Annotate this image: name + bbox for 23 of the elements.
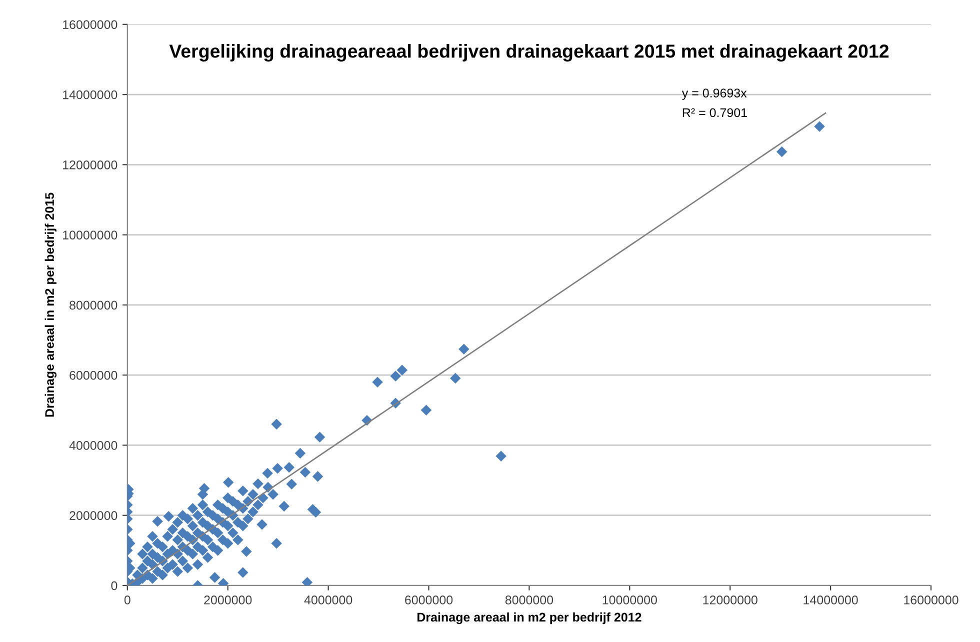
x-tick-label: 2000000 xyxy=(204,596,252,604)
x-tick-label: 6000000 xyxy=(405,596,453,604)
x-tick-label: 12000000 xyxy=(703,596,758,604)
annotation: R² = 0.7901 xyxy=(682,108,747,118)
y-tick-label: 2000000 xyxy=(70,511,118,520)
y-tick-label: 12000000 xyxy=(63,160,118,170)
y-tick-label: 16000000 xyxy=(63,20,118,30)
x-tick-label: 4000000 xyxy=(304,596,352,604)
y-tick-label: 0 xyxy=(111,581,118,590)
y-tick-label: 4000000 xyxy=(69,441,118,450)
y-axis-title: Drainage areaal in m2 per bedrijf 2015 xyxy=(44,192,57,417)
x-tick-label: 8000000 xyxy=(505,596,554,604)
y-tick-label: 8000000 xyxy=(70,300,118,310)
x-tick-label: 0 xyxy=(124,596,130,604)
y-tick-label: 14000000 xyxy=(63,90,118,100)
x-axis-title: Drainage areaal in m2 per bedrijf 2012 xyxy=(417,612,642,624)
y-tick-label: 6000000 xyxy=(70,370,118,380)
x-tick-label: 10000000 xyxy=(602,596,657,604)
x-tick-label: 14000000 xyxy=(804,596,858,604)
text: Vergelijking drainageareaal bedrijven drainagekaart 2015 met drainagekaart 2012 xyxy=(169,44,889,62)
y-tick-label: 10000000 xyxy=(63,230,118,240)
annotation: y = 0.9693x xyxy=(682,88,747,100)
x-tick-label: 16000000 xyxy=(904,596,958,604)
